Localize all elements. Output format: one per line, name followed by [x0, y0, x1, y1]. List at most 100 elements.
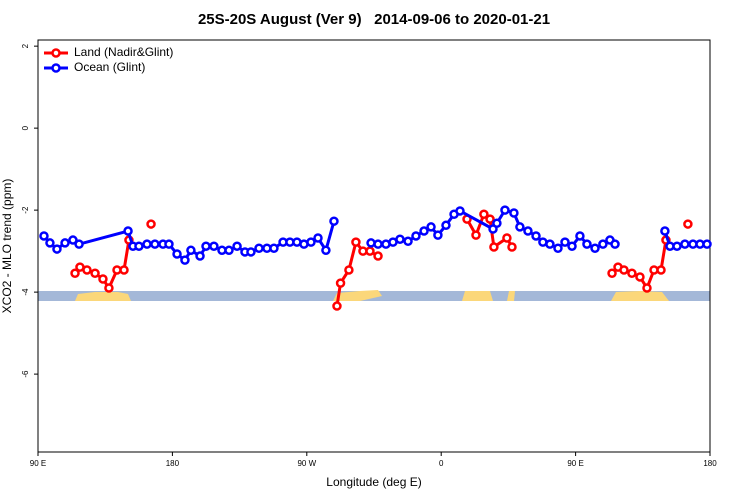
- data-point: [195, 251, 205, 261]
- data-point: [598, 239, 608, 249]
- data-point: [201, 241, 211, 251]
- data-point: [672, 241, 682, 251]
- land-strip: [611, 291, 669, 301]
- data-point: [455, 206, 465, 216]
- data-point: [545, 239, 555, 249]
- data-point: [329, 216, 339, 226]
- data-point: [82, 265, 92, 275]
- data-point: [471, 230, 481, 240]
- data-point: [515, 222, 525, 232]
- data-point: [680, 239, 690, 249]
- x-axis-label: Longitude (deg E): [326, 475, 421, 489]
- data-point: [642, 283, 652, 293]
- data-point: [607, 268, 617, 279]
- land-strip: [462, 291, 493, 301]
- legend-label: Land (Nadir&Glint): [74, 45, 173, 59]
- data-point: [411, 231, 421, 241]
- data-point: [164, 239, 174, 249]
- data-point: [575, 231, 585, 241]
- land-strip: [507, 291, 515, 301]
- data-point: [68, 235, 78, 245]
- data-point: [433, 230, 443, 240]
- y-tick-label: 2: [21, 43, 30, 48]
- legend-item: Ocean (Glint): [44, 60, 145, 74]
- data-point: [582, 239, 592, 249]
- data-point: [60, 238, 70, 248]
- data-point: [531, 231, 541, 241]
- data-point: [39, 231, 49, 241]
- y-axis-label: XCO2 - MLO trend (ppm): [0, 179, 14, 314]
- data-point: [123, 226, 133, 236]
- data-point: [441, 220, 451, 231]
- map-strip: [38, 290, 710, 301]
- data-point: [335, 278, 346, 288]
- data-point: [479, 209, 489, 219]
- data-point: [344, 265, 354, 275]
- data-point: [332, 301, 342, 311]
- data-point: [365, 246, 375, 256]
- data-point: [134, 241, 144, 251]
- data-point: [507, 242, 517, 252]
- data-point: [313, 233, 323, 243]
- data-point: [509, 208, 519, 218]
- legend-item: Land (Nadir&Glint): [44, 45, 173, 59]
- data-point: [45, 238, 55, 248]
- data-point: [523, 226, 533, 236]
- x-tick-label: 90 E: [567, 459, 583, 468]
- data-point: [172, 249, 182, 259]
- data-point: [683, 219, 693, 229]
- data-point: [502, 233, 512, 243]
- y-tick-label: 0: [21, 125, 30, 130]
- data-point: [254, 243, 264, 254]
- data-point: [150, 239, 160, 249]
- data-point: [306, 237, 316, 247]
- land-strip: [333, 290, 382, 301]
- data-point: [590, 243, 600, 254]
- x-tick-label: 180: [166, 459, 180, 468]
- x-tick-label: 90 E: [30, 459, 46, 468]
- land-strip: [75, 292, 131, 301]
- legend-marker: [51, 63, 61, 73]
- x-tick-label: 0: [439, 459, 444, 468]
- data-point: [246, 247, 256, 257]
- data-point: [426, 222, 436, 232]
- data-point: [180, 255, 190, 265]
- data-point: [419, 226, 429, 236]
- data-point: [660, 226, 670, 236]
- data-point: [321, 245, 331, 256]
- data-point: [209, 241, 219, 251]
- data-point: [119, 265, 129, 275]
- x-tick-label: 90 W: [297, 459, 316, 468]
- data-point: [146, 219, 156, 229]
- data-point: [492, 218, 502, 228]
- data-point: [98, 274, 108, 284]
- data-point: [395, 234, 405, 244]
- data-point: [567, 241, 577, 251]
- data-point: [635, 272, 645, 282]
- data-point: [627, 268, 637, 279]
- data-point: [74, 239, 84, 249]
- data-point: [485, 214, 495, 224]
- y-tick-label: -6: [21, 370, 30, 378]
- data-point: [52, 244, 62, 254]
- data-point: [104, 283, 114, 293]
- data-point: [553, 243, 563, 254]
- data-point: [656, 265, 666, 275]
- data-point: [702, 239, 712, 249]
- data-point: [90, 268, 100, 279]
- data-point: [373, 239, 383, 249]
- data-point: [619, 265, 629, 275]
- legend-label: Ocean (Glint): [74, 60, 145, 74]
- data-point: [269, 243, 279, 254]
- data-point: [142, 239, 152, 249]
- data-point: [610, 239, 620, 249]
- data-point: [403, 236, 413, 247]
- data-point: [489, 242, 499, 252]
- data-point: [186, 245, 196, 256]
- y-tick-label: -4: [21, 288, 30, 296]
- data-point: [560, 237, 570, 247]
- data-point: [500, 205, 510, 215]
- data-point: [70, 268, 80, 279]
- data-point: [232, 241, 242, 251]
